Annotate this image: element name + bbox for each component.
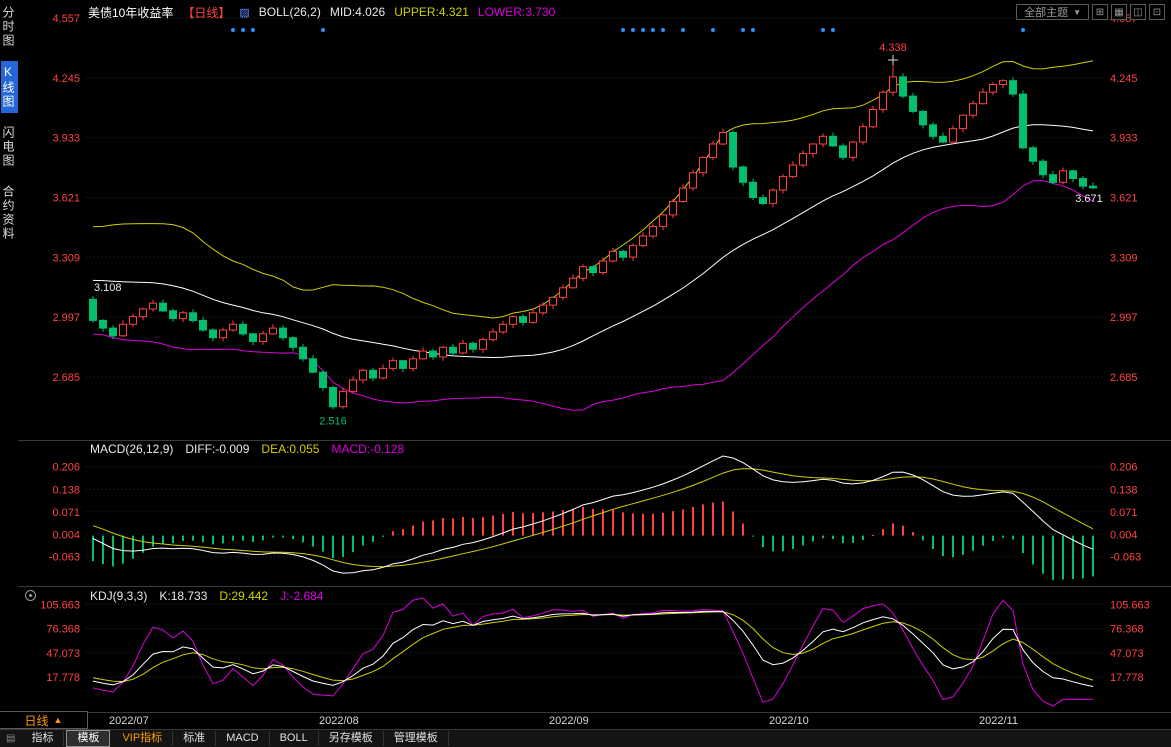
chart-header: 美债10年收益率 【日线】 ▨ BOLL(26,2) MID:4.026 UPP…: [88, 0, 555, 24]
sidebar-item-kline-chart[interactable]: K线图: [1, 61, 18, 113]
svg-text:-0.063: -0.063: [49, 552, 80, 564]
svg-text:105.663: 105.663: [1110, 599, 1150, 611]
sidebar-item-flash-chart[interactable]: 闪电图: [1, 126, 15, 168]
svg-text:2.685: 2.685: [52, 372, 80, 384]
macd-macd-value: MACD:-0.128: [331, 442, 405, 456]
x-axis-label: 2022/07: [109, 715, 149, 727]
caret-down-icon: ▼: [1073, 7, 1081, 17]
svg-text:0.138: 0.138: [52, 484, 80, 496]
svg-text:76.368: 76.368: [1110, 624, 1144, 636]
svg-text:3.933: 3.933: [1110, 133, 1138, 145]
toolbar-item-save-template[interactable]: 另存模板: [319, 731, 384, 746]
crosshair-icon[interactable]: ⊞: [1092, 4, 1108, 20]
macd-diff-value: DIFF:-0.009: [185, 442, 250, 456]
svg-text:-0.063: -0.063: [1110, 552, 1141, 564]
kdj-j-value: J:-2.684: [280, 589, 324, 603]
toolbar-item-indicators[interactable]: 指标: [21, 731, 65, 746]
sidebar-item-contract-info[interactable]: 合约资料: [1, 185, 15, 241]
indicator-icon: ▨: [239, 6, 250, 19]
boll-mid-value: MID:4.026: [329, 5, 386, 19]
instrument-title: 美债10年收益率: [88, 5, 174, 20]
macd-dea-value: DEA:0.055: [261, 442, 320, 456]
sidebar-item-time-chart[interactable]: 分时图: [1, 6, 15, 48]
toolbar-item-vip-indicators[interactable]: VIP指标: [112, 731, 174, 746]
svg-text:3.309: 3.309: [1110, 252, 1138, 264]
kdj-k-value: K:18.733: [159, 589, 208, 603]
svg-text:17.778: 17.778: [46, 672, 80, 684]
svg-text:0.071: 0.071: [1110, 507, 1138, 519]
svg-text:2.997: 2.997: [1110, 312, 1138, 324]
svg-text:3.309: 3.309: [52, 252, 80, 264]
toolbar-item-standard[interactable]: 标准: [173, 731, 217, 746]
svg-text:0.004: 0.004: [52, 529, 80, 541]
svg-text:105.663: 105.663: [40, 599, 80, 611]
boll-lower-value: LOWER:3.730: [477, 5, 556, 19]
svg-text:2.516: 2.516: [319, 415, 347, 427]
toolbar-item-boll[interactable]: BOLL: [270, 731, 319, 746]
x-axis-label: 2022/09: [549, 715, 589, 727]
bottom-toolbar: ▤ 指标 模板 VIP指标 标准 MACD BOLL 另存模板 管理模板: [0, 729, 1171, 747]
theme-selector-label: 全部主题: [1024, 7, 1069, 19]
kdj-indicator-panel[interactable]: 105.663 105.663 76.368 76.368 47.073 47.073 17…: [18, 586, 1171, 712]
svg-text:47.073: 47.073: [1110, 648, 1144, 660]
period-tag: 【日线】: [182, 5, 231, 20]
main-candlestick-chart[interactable]: 4.5574.5574.2454.2453.9333.9333.6213.621…: [18, 0, 1171, 440]
toolbar-item-macd[interactable]: MACD: [216, 731, 270, 746]
svg-text:3.621: 3.621: [52, 193, 80, 205]
kdj-d-value: D:29.442: [219, 589, 269, 603]
svg-text:4.245: 4.245: [1110, 73, 1138, 85]
svg-text:3.933: 3.933: [52, 133, 80, 145]
header-controls: 全部主题 ▼ ⊞ ▦ ◫ ⊡: [1016, 4, 1165, 20]
period-tab-label: 日线: [24, 713, 49, 728]
time-axis: 2022/07 2022/08 2022/09 2022/10 2022/11: [0, 712, 1171, 729]
svg-text:47.073: 47.073: [46, 648, 80, 660]
kdj-header: KDJ(9,3,3) K:18.733 D:29.442 J:-2.684: [90, 589, 323, 603]
x-axis-label: 2022/11: [979, 715, 1018, 727]
svg-text:4.338: 4.338: [879, 42, 907, 54]
collapse-indicator-button[interactable]: [25, 590, 36, 601]
menu-icon[interactable]: ▤: [6, 733, 16, 744]
svg-text:4.557: 4.557: [52, 13, 80, 25]
period-tab-daily[interactable]: 日线 ▲: [0, 711, 88, 729]
svg-text:3.621: 3.621: [1110, 193, 1138, 205]
svg-text:0.138: 0.138: [1110, 484, 1138, 496]
svg-text:0.206: 0.206: [52, 462, 80, 474]
boll-upper-value: UPPER:4.321: [394, 5, 469, 19]
svg-text:0.071: 0.071: [52, 507, 80, 519]
grid-layout-icon[interactable]: ▦: [1111, 4, 1127, 20]
x-axis-label: 2022/10: [769, 715, 809, 727]
svg-text:3.108: 3.108: [94, 282, 122, 294]
x-axis-label: 2022/08: [319, 715, 359, 727]
svg-text:2.685: 2.685: [1110, 372, 1138, 384]
toolbar-item-templates[interactable]: 模板: [66, 730, 111, 747]
macd-header: MACD(26,12,9) DIFF:-0.009 DEA:0.055 MACD…: [90, 442, 404, 456]
svg-text:17.778: 17.778: [1110, 672, 1144, 684]
svg-text:0.206: 0.206: [1110, 462, 1138, 474]
kdj-label: KDJ(9,3,3): [90, 589, 148, 603]
toolbar-item-manage-templates[interactable]: 管理模板: [384, 731, 449, 746]
left-sidebar: 分时图 K线图 闪电图 合约资料: [0, 2, 18, 245]
theme-selector-button[interactable]: 全部主题 ▼: [1016, 4, 1089, 20]
maximize-icon[interactable]: ⊡: [1149, 4, 1165, 20]
svg-text:2.997: 2.997: [52, 312, 80, 324]
svg-text:76.368: 76.368: [46, 624, 80, 636]
kline-window-icon[interactable]: ◫: [1130, 4, 1146, 20]
boll-label: BOLL(26,2): [258, 5, 321, 19]
macd-label: MACD(26,12,9): [90, 442, 174, 456]
caret-up-icon: ▲: [53, 715, 63, 725]
svg-text:3.671: 3.671: [1075, 193, 1103, 205]
svg-text:0.004: 0.004: [1110, 529, 1138, 541]
macd-indicator-panel[interactable]: 0.206 0.206 0.138 0.138 0.071 0.071 0.004 0.004…: [18, 440, 1171, 586]
svg-text:4.245: 4.245: [52, 73, 80, 85]
